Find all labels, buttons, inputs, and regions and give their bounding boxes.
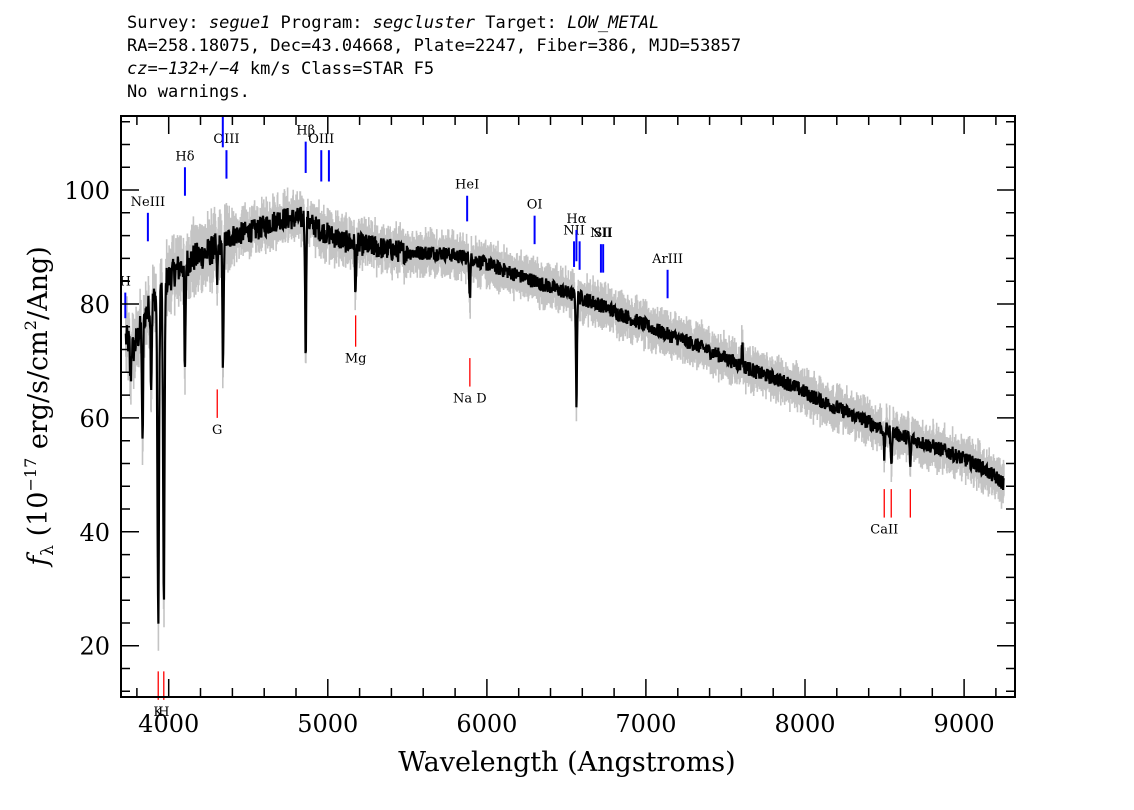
emission-line-9-label: OI (527, 198, 543, 213)
y-tick-label: 80 (79, 291, 110, 319)
class-text: km/s Class=STAR F5 (239, 59, 435, 79)
axis-tick-labels: 4000 5000 6000 7000 8000 9000 20 40 60 80 100 (64, 177, 994, 738)
survey-value: segue1 (208, 13, 271, 33)
header-line-4: No warnings. (127, 82, 250, 102)
emission-line-14-label: SII (594, 226, 613, 241)
x-tick-label: 4000 (138, 710, 199, 738)
flux-series (124, 206, 1005, 624)
emission-line-1-label: NeIII (131, 195, 165, 210)
emission-line-6-label: OIII (308, 132, 334, 147)
y-axis-title: fλ (10−17 erg/s/cm2/Ang) (21, 246, 58, 568)
header-line-1: Survey: segue1 Program: segcluster Targe… (127, 12, 741, 35)
emission-line-15-label: ArIII (651, 252, 683, 267)
target-value: LOW_METAL (567, 13, 660, 33)
absorption-line-5-label: CaII (870, 523, 898, 538)
emission-line-10-label: NII (563, 223, 585, 238)
redshift-value: cz=−132+/−4 (127, 59, 240, 79)
emission-line-11-label: Hα (566, 212, 586, 227)
x-tick-label: 6000 (456, 710, 517, 738)
survey-label: Survey: (127, 13, 209, 33)
absorption-line-3-label: Mg (345, 352, 367, 367)
plot-header: Survey: segue1 Program: segcluster Targe… (127, 12, 741, 104)
spectral-line-markers: HNeIIIHδOIIIHβOIIIHeIOINIIHαNIISIIArIIIK… (120, 116, 911, 720)
absorption-line-4-label: Na D (453, 392, 487, 407)
y-tick-label: 40 (79, 519, 110, 547)
absorption-line-2-label: G (212, 423, 222, 438)
y-tick-label: 20 (79, 633, 110, 661)
emission-line-3-label: OIII (213, 132, 239, 147)
y-tick-label: 100 (64, 177, 110, 205)
absorption-line-0-label: K (153, 705, 163, 720)
flux-line (124, 206, 1005, 624)
x-tick-label: 8000 (774, 710, 835, 738)
x-tick-label: 9000 (934, 710, 995, 738)
emission-line-2-label: Hδ (175, 149, 194, 164)
plot-frame (120, 115, 1016, 698)
axis-ticks (121, 116, 1015, 697)
emission-line-0-label: H (120, 275, 131, 290)
x-tick-label: 5000 (297, 710, 358, 738)
y-tick-label: 60 (79, 405, 110, 433)
emission-line-13-label: NII (590, 226, 612, 241)
x-tick-label: 7000 (615, 710, 676, 738)
program-value: segcluster (372, 13, 476, 33)
emission-line-8-label: HeI (455, 178, 479, 193)
header-line-3: cz=−132+/−4 km/s Class=STAR F5 (127, 58, 741, 81)
tick-marks (121, 116, 1015, 697)
emission-line-5-label: Hβ (296, 124, 315, 139)
program-label: Program: (270, 13, 373, 33)
header-line-2: RA=258.18075, Dec=43.04668, Plate=2247, … (127, 36, 742, 56)
absorption-line-1-label: H (158, 705, 169, 720)
target-label: Target: (475, 13, 568, 33)
x-axis-title: Wavelength (Angstroms) (398, 747, 735, 778)
